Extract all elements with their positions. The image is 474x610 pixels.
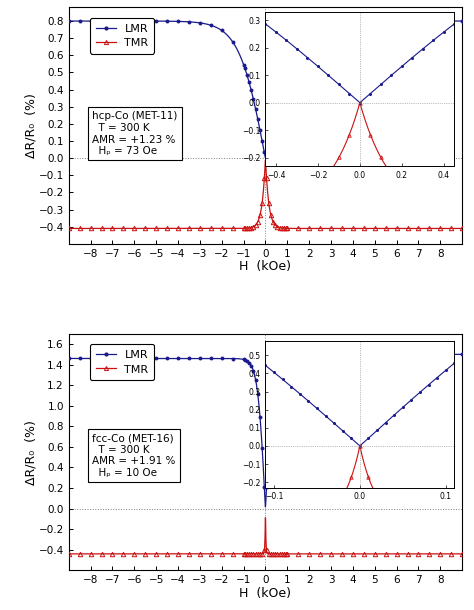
Legend: LMR, TMR: LMR, TMR: [90, 344, 154, 380]
Legend: LMR, TMR: LMR, TMR: [90, 18, 154, 54]
Text: hcp-Co (MET-11)
  T = 300 K
AMR = +1.23 %
  Hₚ = 73 Oe: hcp-Co (MET-11) T = 300 K AMR = +1.23 % …: [92, 112, 178, 156]
Y-axis label: ΔR/R₀  (%): ΔR/R₀ (%): [24, 93, 37, 158]
X-axis label: H  (kOe): H (kOe): [239, 587, 292, 600]
Text: fcc-Co (MET-16)
  T = 300 K
AMR = +1.91 %
  Hₚ = 10 Oe: fcc-Co (MET-16) T = 300 K AMR = +1.91 % …: [92, 433, 176, 478]
X-axis label: H  (kOe): H (kOe): [239, 260, 292, 273]
Y-axis label: ΔR/R₀  (%): ΔR/R₀ (%): [24, 420, 37, 484]
